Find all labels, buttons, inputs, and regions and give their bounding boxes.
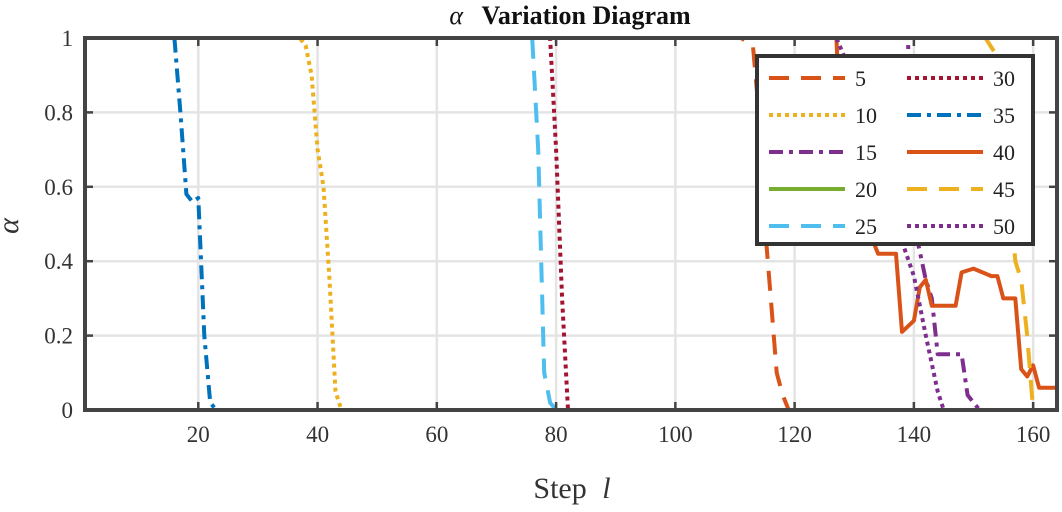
x-axis-label: Step l [533, 472, 610, 505]
series-line-15 [85, 36, 1057, 412]
legend-label: 30 [993, 66, 1015, 91]
x-axis-label-text: Step [533, 472, 586, 505]
series-line-35 [85, 36, 1057, 412]
x-tick-label: 40 [306, 422, 329, 447]
y-tick-label: 0 [62, 398, 74, 423]
legend-item-40: 40 [907, 140, 1015, 165]
x-axis-label-symbol: l [602, 472, 610, 505]
legend-item-50: 50 [907, 214, 1015, 239]
y-tick-label: 0.8 [44, 100, 73, 125]
legend-item-15: 15 [769, 140, 877, 165]
x-tick-label: 120 [777, 422, 812, 447]
y-tick-label: 0.2 [44, 324, 73, 349]
x-tick-label: 160 [1016, 422, 1051, 447]
legend-label: 15 [855, 140, 877, 165]
legend-item-30: 30 [907, 66, 1015, 91]
axes [83, 36, 1059, 412]
legend-label: 50 [993, 214, 1015, 239]
chart-title: α Variation Diagram [449, 1, 691, 30]
legend-label: 5 [855, 66, 866, 91]
legend-box [755, 54, 1035, 246]
legend-label: 25 [855, 214, 877, 239]
legend-label: 20 [855, 177, 877, 202]
legend-label: 10 [855, 103, 877, 128]
chart-title-symbol: α [449, 1, 464, 30]
legend-item-35: 35 [907, 103, 1015, 128]
series-line-25 [85, 36, 1057, 412]
y-tick-label: 0.6 [44, 175, 73, 200]
y-axis-label: α [0, 217, 25, 234]
tick-labels: 20 40 60 80 100 120 140 160 0 0.2 0.4 0.6 0.8 1 [44, 26, 1050, 447]
legend: 5 10 15 20 25 30 35 40 45 50 [755, 54, 1035, 246]
series-line-5 [85, 36, 1057, 412]
y-tick-label: 0.4 [44, 249, 73, 274]
legend-item-10: 10 [769, 103, 877, 128]
legend-item-20: 20 [769, 177, 877, 202]
x-tick-label: 80 [545, 422, 568, 447]
legend-label: 35 [993, 103, 1015, 128]
legend-item-45: 45 [907, 177, 1015, 202]
x-tick-label: 60 [425, 422, 448, 447]
series-line-50 [85, 36, 1057, 412]
series-line-10 [85, 36, 1057, 412]
legend-label: 40 [993, 140, 1015, 165]
x-tick-label: 140 [897, 422, 932, 447]
legend-item-5: 5 [769, 66, 866, 91]
chart-title-text: Variation Diagram [481, 1, 691, 30]
plot-frame [83, 36, 1059, 412]
y-tick-label: 1 [62, 26, 74, 51]
x-tick-label: 20 [187, 422, 210, 447]
legend-item-25: 25 [769, 214, 877, 239]
x-tick-label: 100 [658, 422, 693, 447]
series-line-45 [85, 36, 1057, 412]
legend-label: 45 [993, 177, 1015, 202]
